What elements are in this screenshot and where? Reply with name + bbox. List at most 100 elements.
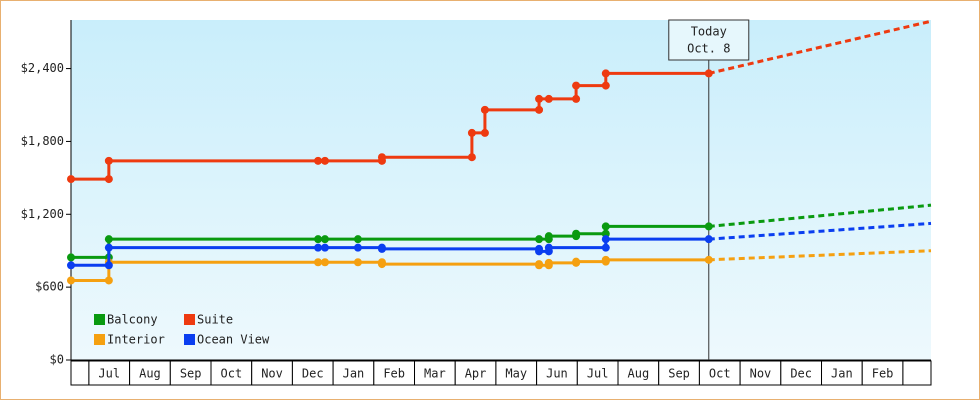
x-cell (617, 360, 660, 386)
x-tick-label: Aug (139, 367, 161, 381)
price-point (104, 156, 113, 165)
price-point (480, 128, 489, 137)
price-point (320, 156, 329, 165)
price-point (535, 105, 544, 114)
price-point (67, 276, 75, 285)
today-label: Today (691, 25, 727, 39)
x-cell (821, 360, 863, 386)
legend-swatch (184, 314, 195, 325)
price-point (377, 244, 386, 253)
x-cell (658, 360, 700, 386)
price-point (314, 243, 323, 252)
price-point (704, 222, 713, 231)
x-tick-label: Oct (709, 367, 731, 381)
price-point (572, 257, 581, 266)
legend-swatch (184, 334, 195, 345)
price-point (314, 258, 323, 267)
y-tick-label: $1,200 (21, 207, 64, 221)
x-tick-label: Jul (98, 367, 120, 381)
legend-swatch (94, 314, 105, 325)
legend-label: Suite (197, 313, 233, 327)
today-box (668, 19, 750, 61)
price-point (104, 235, 113, 244)
price-point (320, 258, 329, 267)
price-point (601, 81, 610, 90)
price-point (314, 235, 323, 244)
price-point (601, 69, 610, 78)
price-point (67, 253, 75, 262)
price-point (544, 94, 553, 103)
price-point (67, 261, 75, 270)
price-point (601, 222, 610, 231)
price-point (535, 94, 544, 103)
price-point (535, 235, 544, 244)
price-point (320, 243, 329, 252)
x-cell (454, 360, 497, 386)
today-label: Oct. 8 (687, 42, 730, 56)
x-cell (536, 360, 578, 386)
x-tick-label: Dec (790, 367, 812, 381)
price-point (104, 276, 113, 285)
price-point (544, 258, 553, 267)
price-point (544, 243, 553, 252)
x-tick-label: Nov (261, 367, 283, 381)
x-tick-label: Apr (465, 367, 487, 381)
y-tick-label: $0 (50, 353, 64, 367)
price-point (601, 255, 610, 264)
x-cell (291, 360, 334, 386)
x-tick-label: Jan (831, 367, 853, 381)
y-tick-label: $600 (35, 280, 64, 294)
price-point (104, 261, 113, 270)
x-cell (780, 360, 823, 386)
legend-label: Ocean View (197, 333, 270, 347)
legend-label: Interior (107, 333, 165, 347)
price-point (572, 94, 581, 103)
price-point (353, 243, 362, 252)
price-line (71, 224, 709, 259)
price-point (704, 69, 713, 78)
x-cell (129, 360, 171, 386)
price-point (601, 243, 610, 252)
x-tick-label: Feb (383, 367, 405, 381)
price-point (377, 260, 386, 269)
x-tick-label: Nov (750, 367, 772, 381)
price-point (467, 128, 476, 137)
legend-swatch (94, 334, 105, 345)
price-point (377, 153, 386, 162)
price-point (353, 258, 362, 267)
y-tick-label: $2,400 (21, 61, 64, 75)
price-point (544, 232, 553, 241)
x-tick-label: Jan (343, 367, 365, 381)
price-point (467, 153, 476, 162)
price-point (704, 255, 713, 264)
forecast-line (708, 19, 932, 75)
x-tick-label: Jul (587, 367, 609, 381)
x-cell (861, 360, 904, 386)
x-cell (373, 360, 416, 386)
price-point (480, 105, 489, 114)
forecast-line (708, 249, 932, 262)
price-point (353, 235, 362, 244)
x-tick-label: Jun (546, 367, 568, 381)
x-cell (210, 360, 253, 386)
price-point (314, 156, 323, 165)
forecast-line (708, 203, 932, 228)
price-point (104, 243, 113, 252)
price-point (704, 235, 713, 244)
x-tick-label: Mar (424, 367, 446, 381)
x-tick-label: Oct (221, 367, 243, 381)
x-cell (902, 360, 932, 386)
price-point (535, 261, 544, 270)
price-point (572, 81, 581, 90)
y-tick-label: $1,800 (21, 134, 64, 148)
price-point (67, 175, 75, 184)
price-point (601, 229, 610, 238)
price-point (535, 247, 544, 256)
x-tick-label: Feb (872, 367, 894, 381)
price-point (572, 229, 581, 238)
x-tick-label: Sep (180, 367, 202, 381)
x-tick-label: May (505, 367, 527, 381)
x-tick-label: Dec (302, 367, 324, 381)
plot-area (71, 20, 931, 360)
